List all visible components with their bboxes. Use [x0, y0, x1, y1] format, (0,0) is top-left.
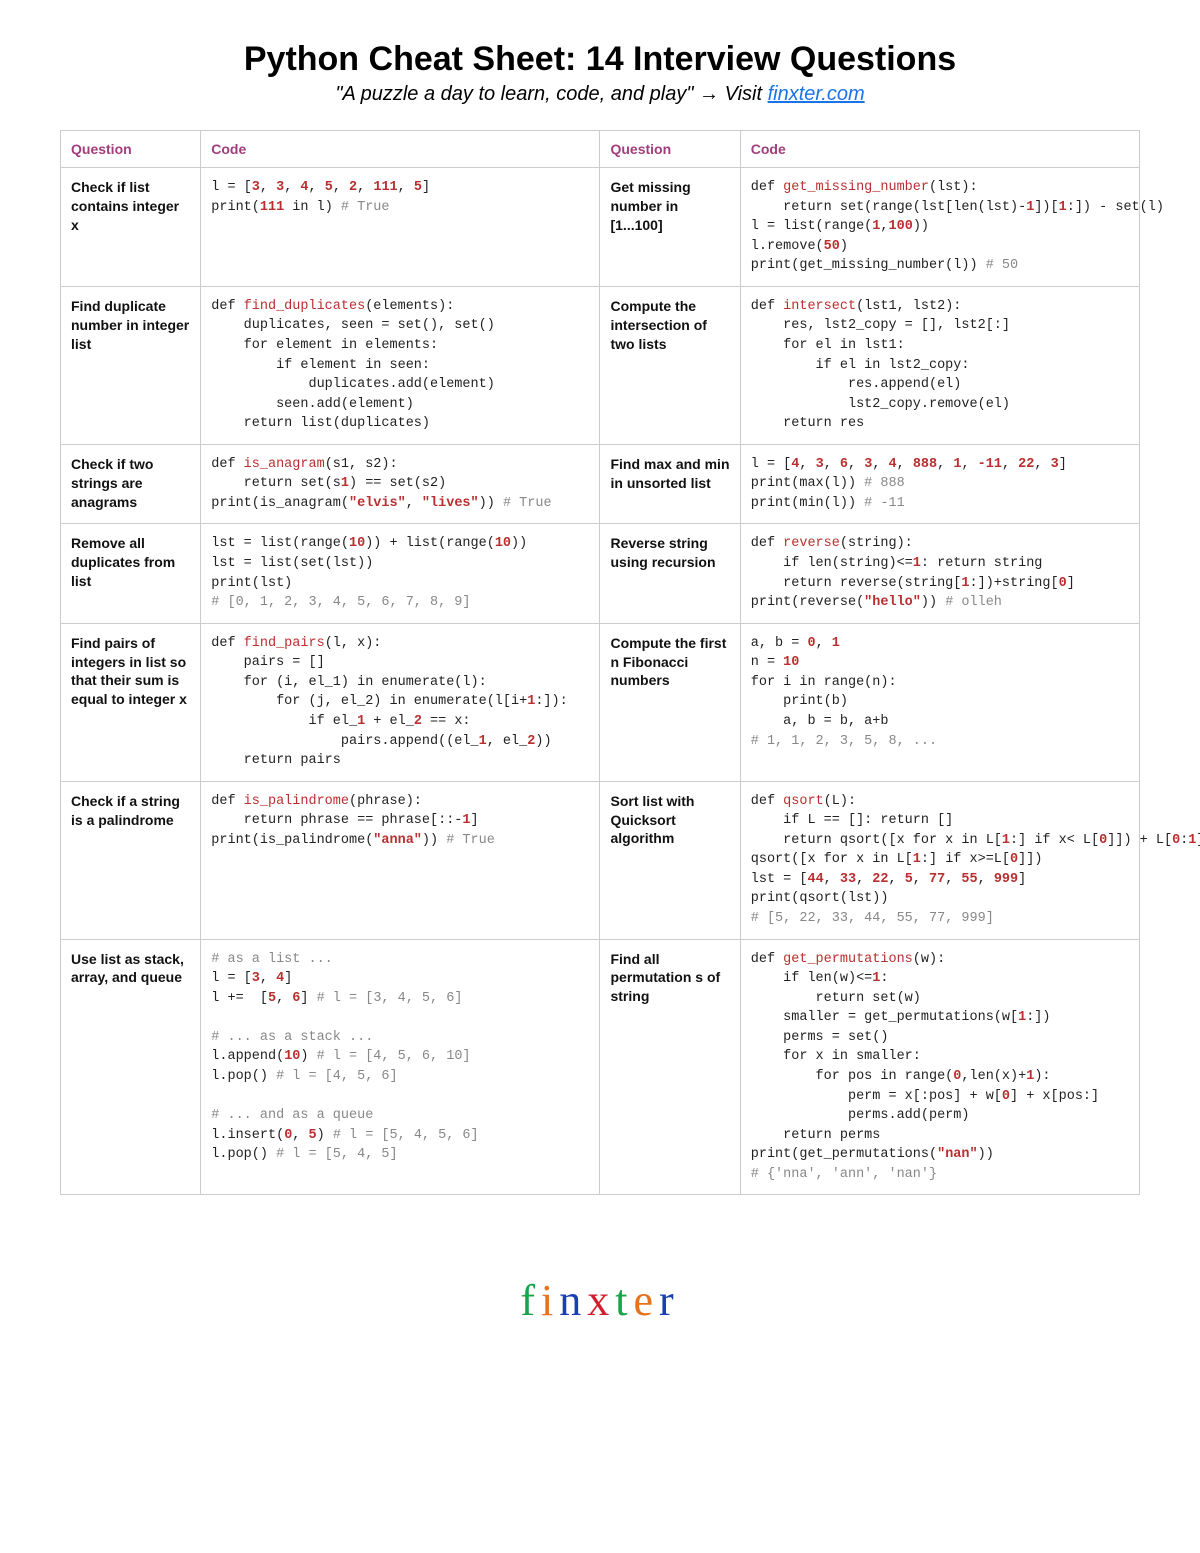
table-row: Check if a string is a palindromedef is_… [61, 781, 1140, 939]
table-row: Check if list contains integer xl = [3, … [61, 168, 1140, 287]
cheatsheet-table: Question Code Question Code Check if lis… [60, 130, 1140, 1195]
question-cell: Remove all duplicates from list [61, 524, 201, 623]
table-row: Find pairs of integers in list so that t… [61, 623, 1140, 781]
code-cell: def reverse(string): if len(string)<=1: … [740, 524, 1139, 623]
code-cell: lst = list(range(10)) + list(range(10)) … [201, 524, 600, 623]
header-question: Question [61, 131, 201, 168]
table-row: Remove all duplicates from listlst = lis… [61, 524, 1140, 623]
code-cell: # as a list ... l = [3, 4] l += [5, 6] #… [201, 939, 600, 1195]
logo-letter: e [633, 1275, 659, 1326]
header-code-2: Code [740, 131, 1139, 168]
question-cell: Find duplicate number in integer list [61, 286, 201, 444]
question-cell: Check if a string is a palindrome [61, 781, 201, 939]
logo-letter: i [541, 1275, 559, 1326]
header-code: Code [201, 131, 600, 168]
code-cell: l = [3, 3, 4, 5, 2, 111, 5] print(111 in… [201, 168, 600, 287]
question-cell: Find all permutation s of string [600, 939, 740, 1195]
code-cell: def find_duplicates(elements): duplicate… [201, 286, 600, 444]
question-cell: Compute the first n Fibonacci numbers [600, 623, 740, 781]
subtitle-quote: "A puzzle a day to learn, code, and play… [335, 83, 693, 105]
logo-letter: x [587, 1275, 615, 1326]
code-cell: l = [4, 3, 6, 3, 4, 888, 1, -11, 22, 3] … [740, 444, 1139, 524]
code-cell: def intersect(lst1, lst2): res, lst2_cop… [740, 286, 1139, 444]
finxter-logo: finxter [60, 1275, 1140, 1326]
table-row: Check if two strings are anagramsdef is_… [61, 444, 1140, 524]
table-row: Use list as stack, array, and queue# as … [61, 939, 1140, 1195]
question-cell: Get missing number in [1...100] [600, 168, 740, 287]
table-row: Find duplicate number in integer listdef… [61, 286, 1140, 444]
logo-letter: t [615, 1275, 633, 1326]
question-cell: Find pairs of integers in list so that t… [61, 623, 201, 781]
finxter-link[interactable]: finxter.com [768, 83, 865, 105]
code-cell: a, b = 0, 1 n = 10 for i in range(n): pr… [740, 623, 1139, 781]
code-cell: def find_pairs(l, x): pairs = [] for (i,… [201, 623, 600, 781]
subtitle-visit: Visit [725, 83, 762, 105]
question-cell: Sort list with Quicksort algorithm [600, 781, 740, 939]
question-cell: Compute the intersection of two lists [600, 286, 740, 444]
arrow-icon: → [699, 83, 725, 105]
question-cell: Check if two strings are anagrams [61, 444, 201, 524]
question-cell: Find max and min in unsorted list [600, 444, 740, 524]
question-cell: Check if list contains integer x [61, 168, 201, 287]
code-cell: def is_palindrome(phrase): return phrase… [201, 781, 600, 939]
code-cell: def is_anagram(s1, s2): return set(s1) =… [201, 444, 600, 524]
logo-letter: f [520, 1275, 541, 1326]
page-title: Python Cheat Sheet: 14 Interview Questio… [60, 40, 1140, 79]
question-cell: Use list as stack, array, and queue [61, 939, 201, 1195]
question-cell: Reverse string using recursion [600, 524, 740, 623]
code-cell: def qsort(L): if L == []: return [] retu… [740, 781, 1139, 939]
logo-letter: n [559, 1275, 587, 1326]
logo-letter: r [659, 1275, 680, 1326]
code-cell: def get_permutations(w): if len(w)<=1: r… [740, 939, 1139, 1195]
header-question-2: Question [600, 131, 740, 168]
code-cell: def get_missing_number(lst): return set(… [740, 168, 1139, 287]
page-subtitle: "A puzzle a day to learn, code, and play… [60, 83, 1140, 106]
table-header-row: Question Code Question Code [61, 131, 1140, 168]
